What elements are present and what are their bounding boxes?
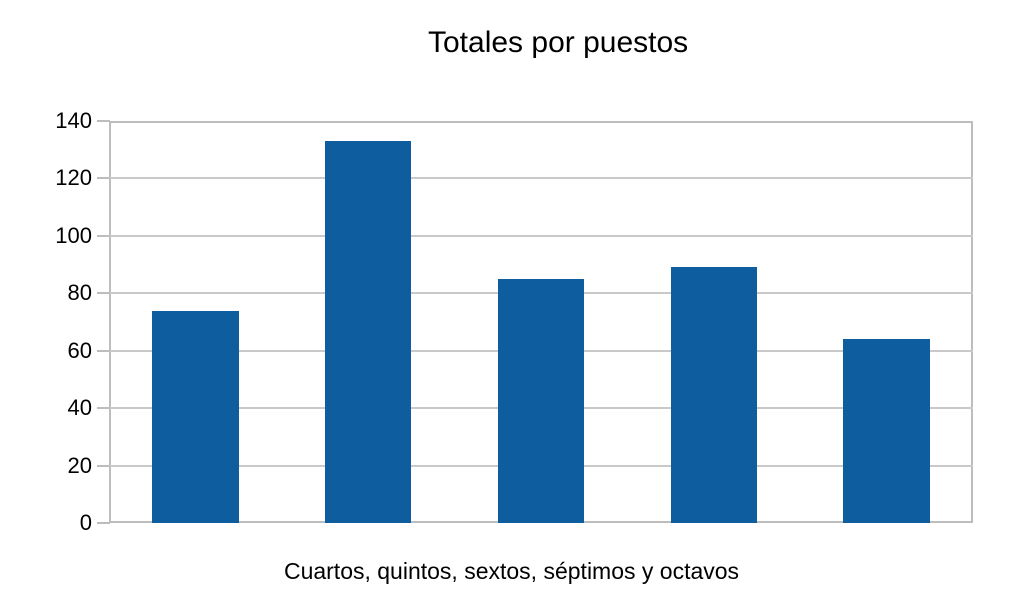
y-axis-tick-label: 0 [79, 510, 92, 535]
y-axis-tick [97, 234, 110, 237]
y-axis-tick [97, 407, 110, 410]
y-axis-tick [97, 177, 110, 180]
x-axis-title: Cuartos, quintos, sextos, séptimos y oct… [283, 558, 740, 584]
y-axis-tick [97, 349, 110, 352]
y-axis-tick-label: 100 [55, 222, 92, 248]
y-axis-tick-label: 80 [67, 280, 92, 306]
y-axis-tick-label: 20 [67, 452, 92, 478]
chart-title: Totales por puestos [428, 26, 689, 59]
y-axis-tick-label: 40 [67, 395, 92, 421]
y-axis-tick-label: 140 [55, 108, 92, 133]
bar [152, 310, 239, 523]
bar [670, 267, 757, 523]
y-axis-tick [97, 292, 110, 295]
y-axis-tick [97, 522, 110, 524]
y-axis-tick [97, 120, 110, 122]
y-axis-tick-label: 60 [67, 337, 92, 363]
bar [843, 339, 930, 523]
gridline [109, 177, 973, 180]
bar [497, 278, 585, 523]
y-axis-tick-label: 120 [55, 165, 92, 191]
gridline [109, 234, 973, 237]
bar [325, 141, 412, 523]
y-axis-tick [97, 464, 110, 467]
